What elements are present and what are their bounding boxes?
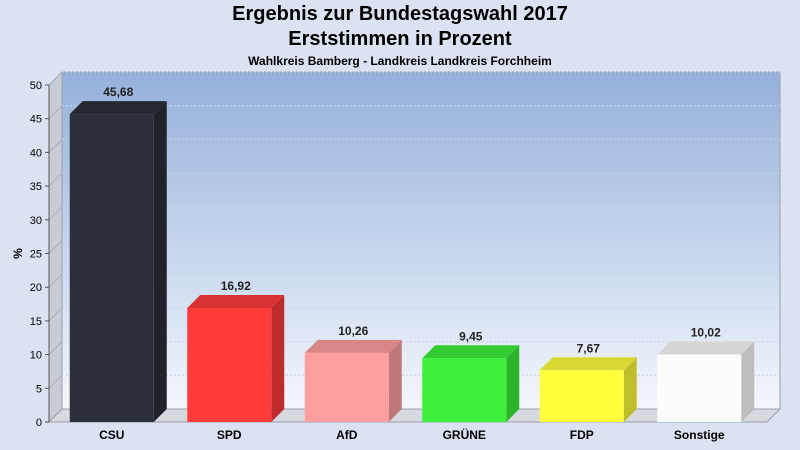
value-label: 7,67 [577, 341, 601, 355]
value-label: 10,02 [691, 325, 721, 339]
bar-side [741, 341, 755, 422]
y-tick-label: 0 [36, 417, 42, 429]
gridline-side [48, 273, 63, 288]
gridline-side [48, 307, 63, 322]
bar-top [539, 357, 637, 371]
category-label: GRÜNE [443, 427, 486, 442]
bar [539, 370, 624, 422]
y-tick-label: 15 [30, 316, 42, 328]
bar-side [271, 294, 285, 422]
y-axis-label: % [11, 248, 25, 259]
bar-top [69, 101, 167, 115]
y-tick-label: 50 [30, 80, 42, 92]
value-label: 16,92 [221, 279, 251, 293]
category-label: FDP [570, 428, 594, 442]
gridline-side [48, 240, 63, 254]
bar [304, 352, 389, 422]
bar-top [657, 341, 755, 355]
gridline-side [48, 105, 63, 120]
bar [187, 307, 272, 422]
bar-csu [69, 101, 167, 423]
y-tick-label: 45 [30, 114, 42, 126]
bar-sonstige [657, 341, 755, 422]
value-label: 10,26 [338, 324, 368, 338]
bar-side [506, 345, 520, 422]
gridline-side [48, 374, 63, 389]
chart-title: Ergebnis zur Bundestagswahl 2017 [232, 3, 568, 25]
bar [657, 354, 742, 422]
bar [422, 358, 507, 422]
gridline-side [48, 71, 63, 86]
bar-side [388, 339, 402, 422]
y-tick-label: 35 [30, 181, 42, 193]
gridline-side [48, 139, 63, 153]
gridline-side [48, 341, 63, 355]
category-label: SPD [217, 428, 242, 442]
category-label: CSU [99, 428, 124, 442]
bar-top [304, 339, 402, 353]
y-tick-label: 40 [30, 147, 42, 159]
bar [69, 114, 154, 423]
value-label: 9,45 [459, 329, 483, 343]
bar-grüne [422, 345, 520, 422]
chart-subtitle: Erststimmen in Prozent [288, 28, 512, 50]
bar-side [623, 357, 637, 422]
category-label: Sonstige [674, 428, 725, 442]
bar-fdp [539, 357, 637, 422]
bar-top [422, 345, 520, 359]
category-label: AfD [336, 428, 358, 442]
bar-afd [304, 339, 402, 422]
chart-constituency: Wahlkreis Bamberg - Landkreis Landkreis … [248, 54, 552, 68]
y-tick-label: 30 [30, 215, 42, 227]
gridline-side [48, 206, 63, 221]
y-tick-label: 5 [36, 383, 42, 395]
gridline-side [48, 172, 63, 187]
bar-side [153, 101, 167, 423]
bar-spd [187, 294, 285, 422]
y-tick-label: 25 [30, 249, 42, 261]
y-tick-label: 10 [30, 350, 42, 362]
y-tick-label: 20 [30, 282, 42, 294]
bar-top [187, 294, 285, 308]
value-label: 45,68 [103, 85, 133, 99]
